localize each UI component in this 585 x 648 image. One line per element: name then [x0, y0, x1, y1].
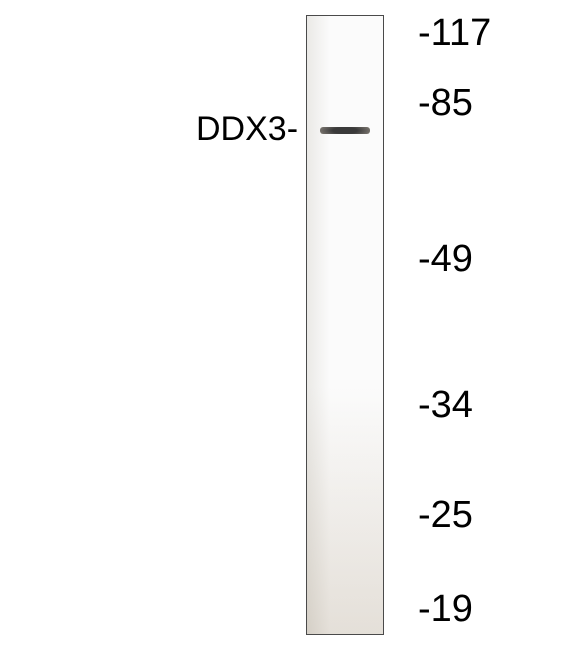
blot-lane — [306, 15, 384, 635]
marker-label: -25 — [418, 494, 473, 537]
marker-label: -34 — [418, 384, 473, 427]
marker-label: -19 — [418, 588, 473, 631]
protein-label: DDX3- — [196, 110, 298, 149]
marker-label: -85 — [418, 82, 473, 125]
protein-band — [320, 127, 370, 134]
marker-label: -49 — [418, 238, 473, 281]
marker-label: -117 — [418, 12, 491, 55]
